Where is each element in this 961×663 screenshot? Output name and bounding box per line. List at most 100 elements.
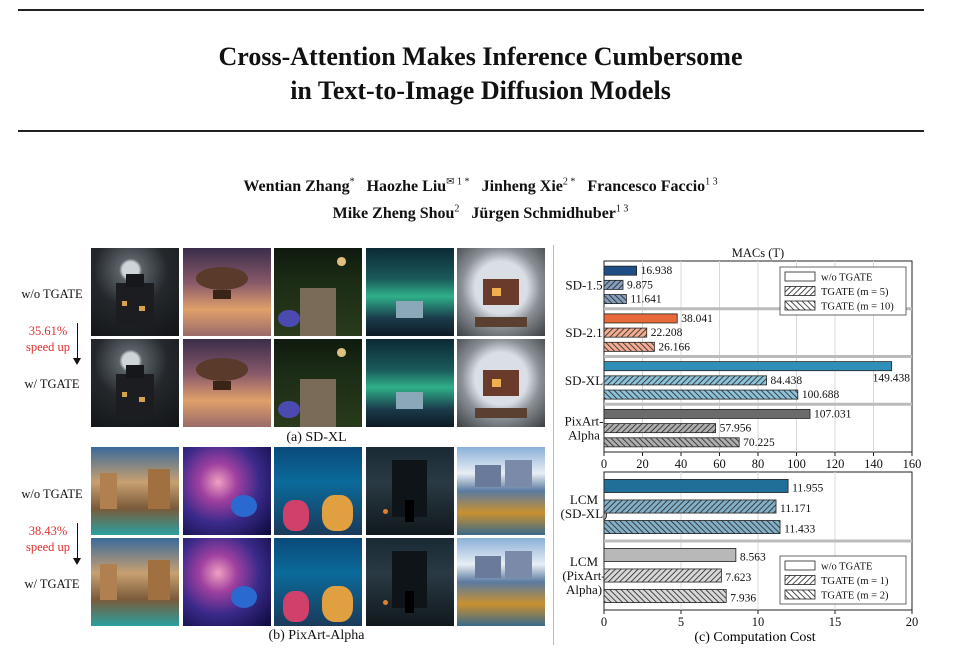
image-detail xyxy=(337,347,347,357)
author: Jürgen Schmidhuber1 3 xyxy=(471,203,629,222)
bar xyxy=(603,341,655,352)
bar-value-label: 100.688 xyxy=(802,389,840,401)
x-tick-label: 160 xyxy=(903,457,922,471)
sdxl-with-label: w/ TGATE xyxy=(24,377,80,391)
bar-value-label: 11.171 xyxy=(780,503,811,515)
x-tick-label: 15 xyxy=(829,615,842,629)
group-label: LCM xyxy=(570,554,599,569)
image-detail xyxy=(396,300,423,319)
snow-globe-image xyxy=(457,248,545,336)
bar xyxy=(603,327,648,338)
snow-globe-image xyxy=(457,339,545,427)
image-detail xyxy=(230,495,258,518)
image-detail xyxy=(282,499,310,531)
image-detail xyxy=(492,378,501,388)
sdxl-without-label: w/o TGATE xyxy=(21,287,83,301)
author: Jinheng Xie2 * xyxy=(481,177,576,196)
bar-value-label: 11.955 xyxy=(792,483,823,495)
bar-value-label: 16.938 xyxy=(641,265,673,277)
image-comparison-panel: w/o TGATE 35.61% speed up w/ TGATE (a) S… xyxy=(0,245,550,663)
legend-label: TGATE (m = 5) xyxy=(821,287,889,298)
image-detail xyxy=(383,508,389,514)
group-label: LCM xyxy=(570,492,599,507)
group-label: SD-1.5 xyxy=(565,277,602,292)
x-tick-label: 120 xyxy=(826,457,845,471)
image-detail xyxy=(99,564,118,600)
bar-value-label: 9.875 xyxy=(627,279,653,291)
title-bottom-rule xyxy=(18,130,924,132)
author: Francesco Faccio1 3 xyxy=(587,177,718,196)
image-detail xyxy=(337,256,347,266)
sdxl-caption: (a) SD-XL xyxy=(286,430,347,445)
image-detail xyxy=(474,464,501,487)
x-tick-label: 10 xyxy=(752,615,765,629)
bar xyxy=(603,408,811,419)
image-detail xyxy=(492,287,501,297)
bar-value-label: 8.563 xyxy=(740,552,766,564)
chart-title: MACs (T) xyxy=(732,246,784,260)
bar-value-label: 38.041 xyxy=(681,313,713,325)
image-detail xyxy=(126,274,144,287)
image-detail xyxy=(483,369,519,397)
image-detail xyxy=(278,400,301,419)
coral-reef-image xyxy=(274,538,362,626)
panel-divider xyxy=(553,245,554,645)
author-list: Wentian Zhang* Haozhe Liu✉ 1 * Jinheng X… xyxy=(0,172,961,225)
image-detail xyxy=(396,391,423,410)
dark-cathedral-image xyxy=(365,538,454,626)
image-detail xyxy=(148,469,171,509)
group-label: Alpha) xyxy=(566,582,602,597)
legend-label: w/o TGATE xyxy=(821,273,872,284)
legend-swatch xyxy=(784,300,816,311)
x-tick-label: 100 xyxy=(787,457,806,471)
group-label: SD-2.1 xyxy=(565,325,602,340)
group-label: SD-XL xyxy=(565,373,603,388)
image-detail xyxy=(213,290,231,300)
mountain-lake-image xyxy=(457,538,545,626)
garden-path-image xyxy=(274,339,362,427)
group-label: Alpha xyxy=(568,428,600,443)
legend-label: TGATE (m = 10) xyxy=(821,302,894,313)
legend-label: TGATE (m = 1) xyxy=(821,576,889,587)
x-tick-label: 0 xyxy=(601,457,607,471)
x-tick-label: 0 xyxy=(601,615,607,629)
bar xyxy=(603,389,799,400)
bar xyxy=(603,437,740,448)
bar-value-label: 84.438 xyxy=(771,375,803,387)
haunted-house-image xyxy=(91,339,179,427)
bar xyxy=(603,499,777,514)
nebula-image xyxy=(182,538,271,626)
image-detail xyxy=(474,555,501,578)
image-detail xyxy=(383,599,389,605)
bar-value-label: 7.936 xyxy=(730,593,756,605)
dark-cathedral-image xyxy=(365,447,454,535)
bar-value-label: 26.166 xyxy=(658,341,690,353)
image-detail xyxy=(139,397,145,403)
image-detail xyxy=(121,391,128,398)
title-line-1: Cross-Attention Makes Inference Cumberso… xyxy=(218,42,743,71)
pixart-without-label: w/o TGATE xyxy=(21,487,83,501)
bar xyxy=(603,313,678,324)
legend-label: w/o TGATE xyxy=(821,562,872,573)
bar xyxy=(603,279,624,290)
author: Wentian Zhang* xyxy=(243,177,355,196)
title-line-2: in Text-to-Image Diffusion Models xyxy=(290,76,671,105)
x-tick-label: 60 xyxy=(713,457,726,471)
image-detail xyxy=(300,287,336,336)
group-label: (SD-XL) xyxy=(561,506,608,521)
top-rule xyxy=(18,9,924,11)
legend-swatch xyxy=(784,575,816,585)
image-detail xyxy=(126,365,144,378)
image-detail xyxy=(322,586,354,622)
bar xyxy=(603,479,789,493)
haunted-house-image xyxy=(91,248,179,336)
airship-image xyxy=(182,339,271,427)
bar-value-label: 149.438 xyxy=(873,373,911,385)
image-detail xyxy=(230,586,258,609)
x-tick-label: 5 xyxy=(678,615,684,629)
group-label: PixArt- xyxy=(565,414,604,429)
bar xyxy=(603,294,627,305)
x-tick-label: 20 xyxy=(636,457,649,471)
author-line-1: Wentian Zhang* Haozhe Liu✉ 1 * Jinheng X… xyxy=(0,172,961,198)
